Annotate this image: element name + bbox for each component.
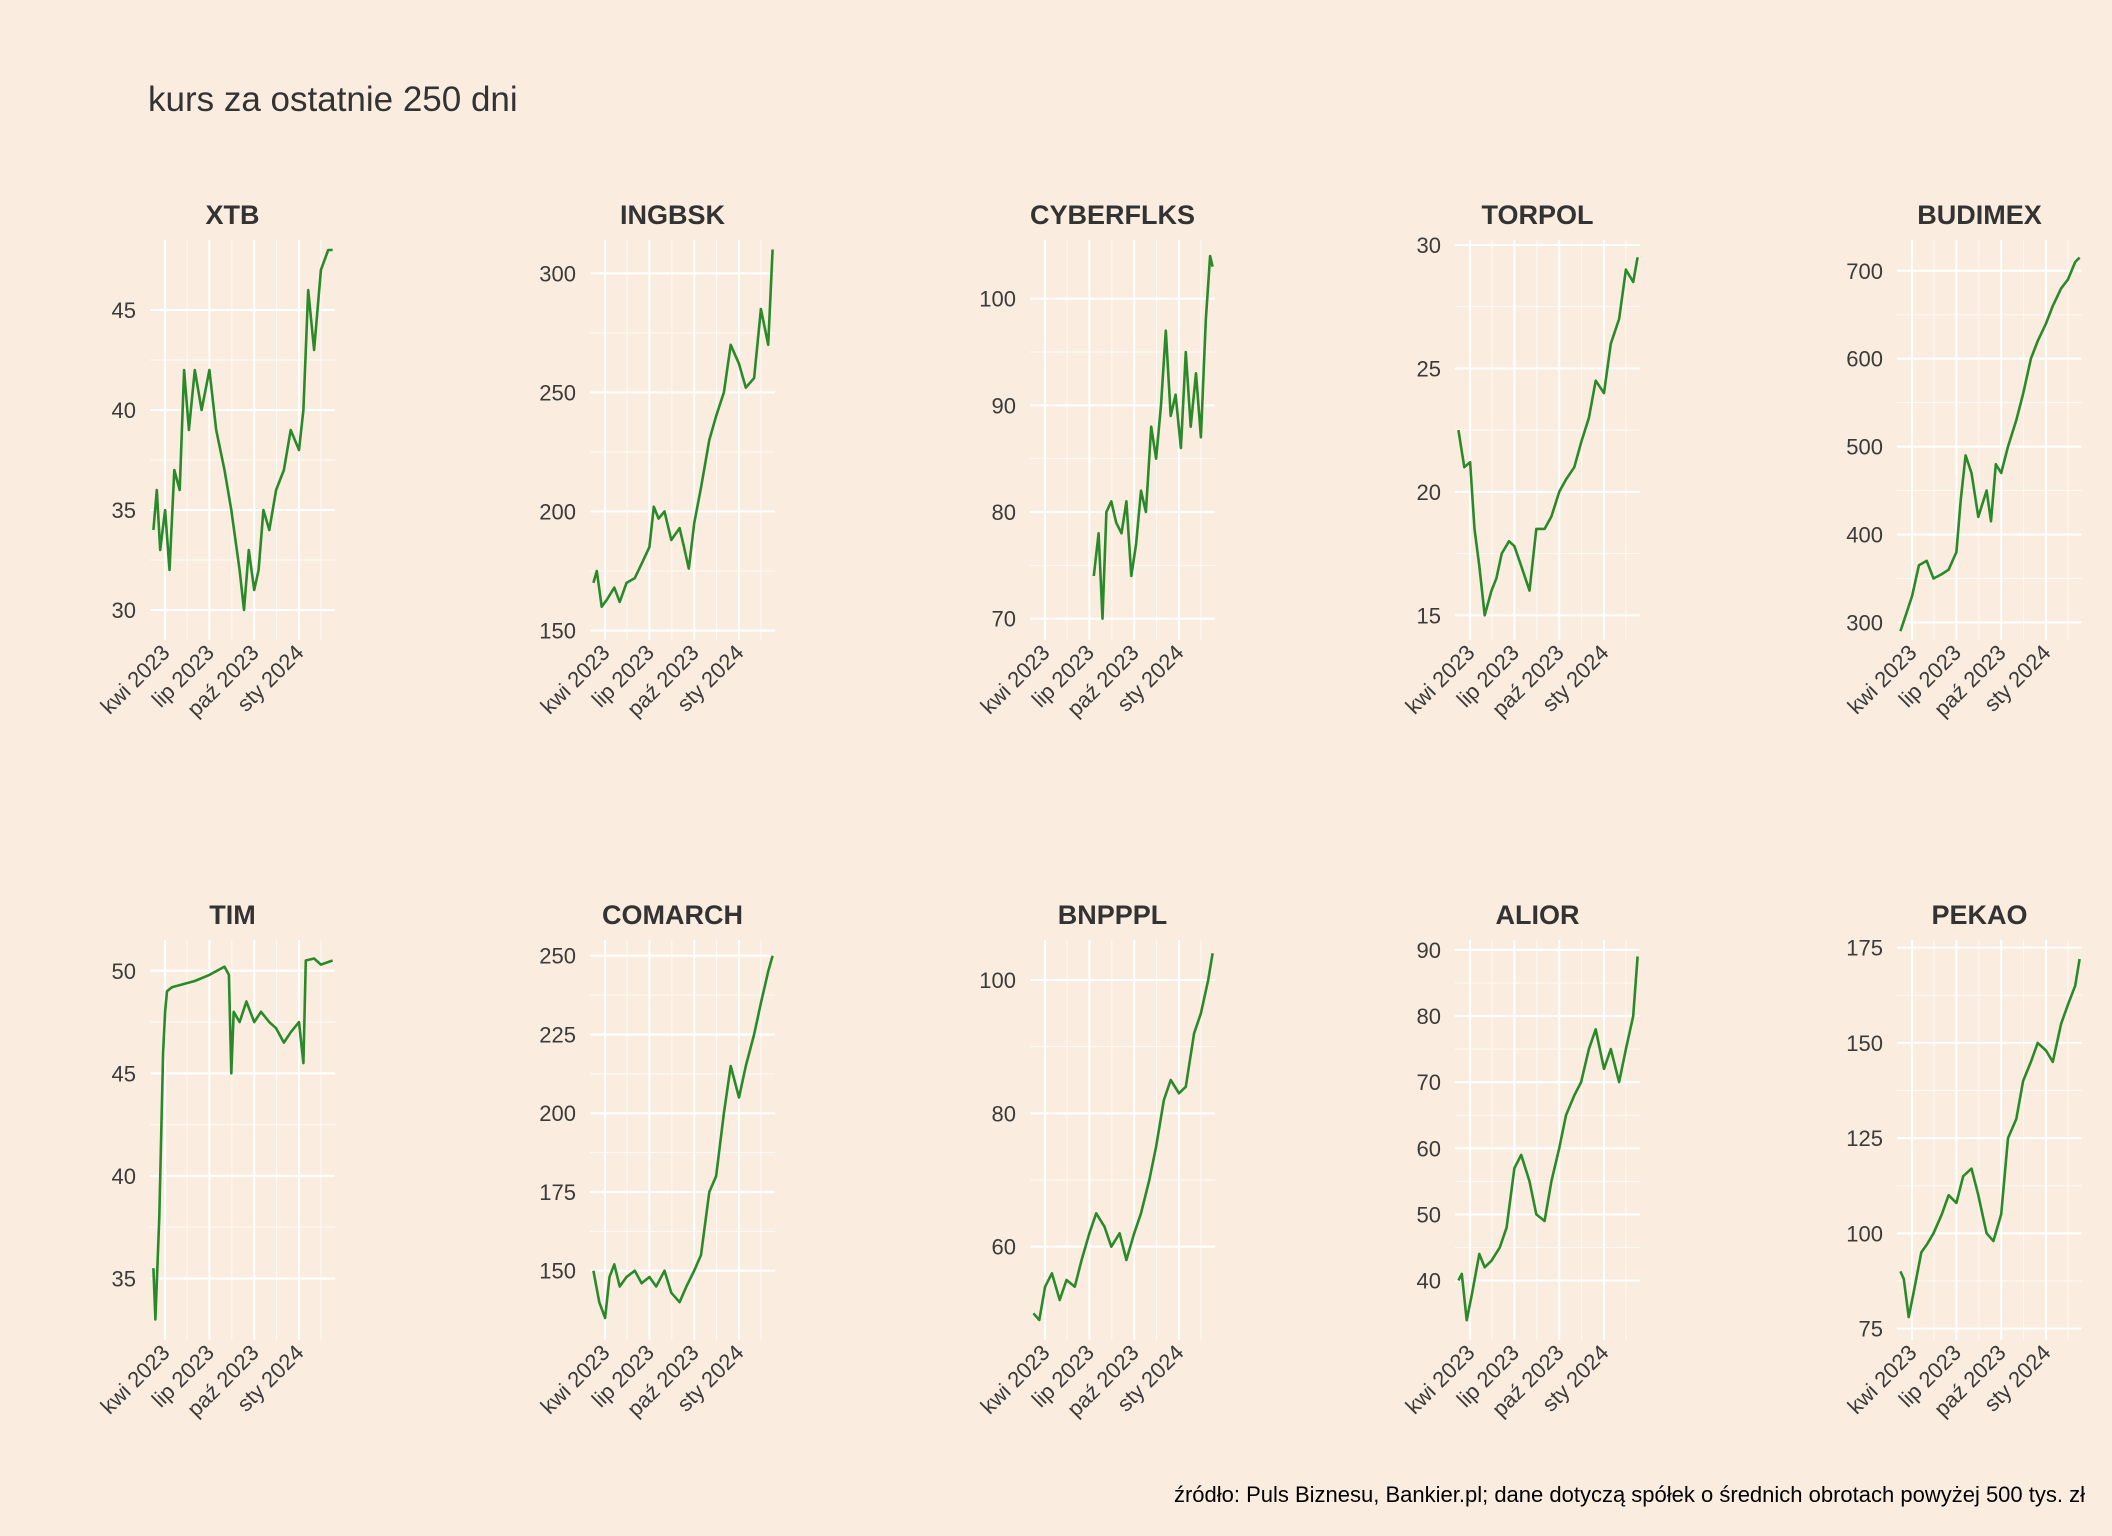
y-tick-label: 300 <box>1846 610 1883 635</box>
y-tick-label: 90 <box>1417 938 1441 963</box>
y-tick-label: 35 <box>112 498 136 523</box>
y-tick-label: 30 <box>1417 233 1441 258</box>
panel-title: INGBSK <box>620 200 726 230</box>
panel-title: XTB <box>206 200 260 230</box>
series-line <box>592 955 774 1320</box>
source-caption: źródło: Puls Biznesu, Bankier.pl; dane d… <box>1173 1482 2085 1507</box>
series-line <box>1899 958 2081 1319</box>
y-tick-label: 80 <box>1417 1004 1441 1029</box>
panel-title: TIM <box>209 900 256 930</box>
y-tick-label: 45 <box>112 1061 136 1086</box>
y-tick-label: 250 <box>539 380 576 405</box>
y-tick-label: 35 <box>112 1266 136 1291</box>
series-line <box>592 249 774 609</box>
y-tick-label: 30 <box>112 598 136 623</box>
y-tick-label: 40 <box>112 398 136 423</box>
series-line <box>152 248 333 612</box>
y-tick-label: 500 <box>1846 435 1883 460</box>
y-tick-label: 200 <box>539 1101 576 1126</box>
panel-title: PEKAO <box>1931 900 2027 930</box>
y-tick-label: 150 <box>1846 1031 1883 1056</box>
y-tick-label: 90 <box>992 393 1016 418</box>
y-tick-label: 50 <box>1417 1202 1441 1227</box>
y-tick-label: 40 <box>112 1164 136 1189</box>
y-tick-label: 45 <box>112 298 136 323</box>
y-tick-label: 50 <box>112 959 136 984</box>
panel-title: BNPPPL <box>1058 900 1168 930</box>
y-tick-label: 60 <box>992 1235 1016 1260</box>
series-line <box>1457 956 1639 1322</box>
series-line <box>1457 257 1639 617</box>
panel-title: TORPOL <box>1481 200 1593 230</box>
y-tick-label: 80 <box>992 500 1016 525</box>
y-tick-label: 200 <box>539 499 576 524</box>
y-tick-label: 100 <box>1846 1221 1883 1246</box>
panel-title: BUDIMEX <box>1917 200 2042 230</box>
y-tick-label: 25 <box>1417 356 1441 381</box>
y-tick-label: 400 <box>1846 523 1883 548</box>
series-line <box>1092 254 1214 621</box>
y-tick-label: 300 <box>539 261 576 286</box>
y-tick-label: 20 <box>1417 480 1441 505</box>
y-tick-label: 100 <box>979 287 1016 312</box>
series-line <box>152 957 334 1321</box>
y-tick-label: 175 <box>539 1180 576 1205</box>
y-tick-label: 80 <box>992 1101 1016 1126</box>
y-tick-label: 700 <box>1846 259 1883 284</box>
y-tick-label: 225 <box>539 1022 576 1047</box>
panel-title: COMARCH <box>602 900 743 930</box>
y-tick-label: 150 <box>539 1259 576 1284</box>
y-tick-label: 250 <box>539 944 576 969</box>
panel-title: CYBERFLKS <box>1030 200 1195 230</box>
y-tick-label: 15 <box>1417 603 1441 628</box>
y-tick-label: 150 <box>539 618 576 643</box>
y-tick-label: 100 <box>979 968 1016 993</box>
y-tick-label: 125 <box>1846 1126 1883 1151</box>
y-tick-label: 70 <box>992 607 1016 632</box>
y-tick-label: 175 <box>1846 936 1883 961</box>
y-tick-label: 40 <box>1417 1268 1441 1293</box>
y-tick-label: 60 <box>1417 1136 1441 1161</box>
y-tick-label: 600 <box>1846 347 1883 372</box>
series-line <box>1032 953 1214 1322</box>
series-line <box>1899 256 2081 632</box>
chart-title: kurs za ostatnie 250 dni <box>148 80 518 119</box>
y-tick-label: 75 <box>1859 1317 1883 1342</box>
panel-title: ALIOR <box>1496 900 1580 930</box>
y-tick-label: 70 <box>1417 1070 1441 1095</box>
